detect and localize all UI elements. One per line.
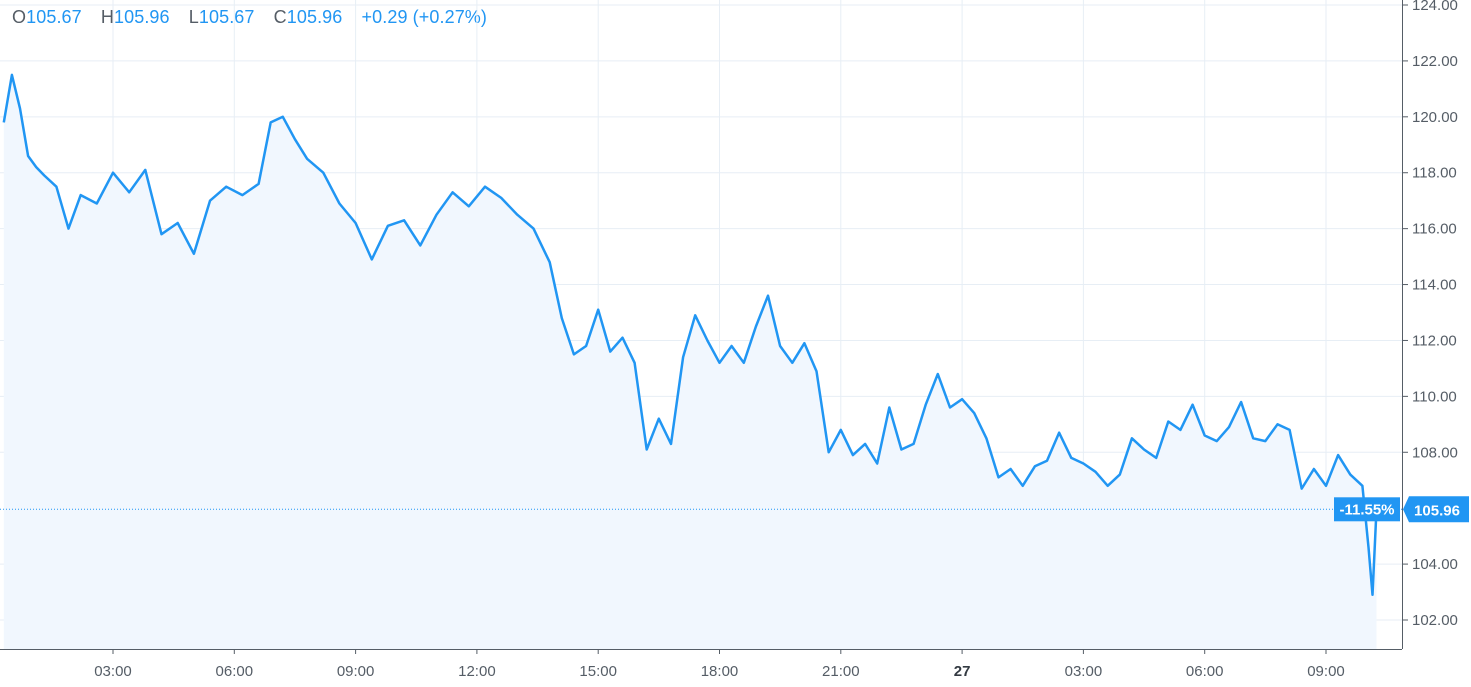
change-value: +0.29 (+0.27%): [361, 7, 487, 27]
ohlc-legend: O105.67 H105.96 L105.67 C105.96 +0.29 (+…: [12, 7, 501, 28]
time-tick-label: 09:00: [337, 663, 375, 680]
price-tick-label: 116.00: [1412, 221, 1457, 238]
price-tick-label: 124.00: [1412, 0, 1458, 14]
price-tick-label: 108.00: [1412, 444, 1458, 461]
price-tick-label: 104.00: [1412, 556, 1458, 573]
low-value: 105.67: [198, 7, 255, 27]
time-tick-label: 03:00: [1065, 663, 1103, 680]
price-area: [3, 74, 1377, 649]
price-tick-label: 118.00: [1412, 165, 1457, 182]
price-tick-label: 120.00: [1412, 109, 1458, 126]
low-key: L: [188, 7, 199, 27]
change-badge-label: -11.55%: [1339, 501, 1394, 518]
time-tick-label: 06:00: [1186, 663, 1224, 680]
price-axis[interactable]: 124.00 122.00 120.00 118.00 116.00 114.00 112.…: [1402, 0, 1458, 629]
price-tick-label: 114.00: [1412, 277, 1457, 294]
time-axis[interactable]: 03:00 06:00 09:00 12:00 15:00 18:00 21:00 27 03:…: [94, 649, 1345, 680]
change-badge: [1334, 497, 1400, 522]
price-badge: [1403, 496, 1469, 523]
price-line: [2, 73, 1378, 597]
high-key: H: [100, 7, 114, 27]
open-value: 105.67: [26, 7, 82, 27]
high-value: 105.96: [113, 7, 170, 27]
price-tick-label: 102.00: [1412, 612, 1458, 629]
time-tick-label: 15:00: [579, 663, 617, 680]
time-tick-label: 21:00: [822, 663, 860, 680]
time-tick-label: 12:00: [458, 663, 496, 680]
close-key: C: [273, 7, 287, 27]
last-price-badges: -11.55% 105.96: [1334, 496, 1469, 523]
price-badge-label: 105.96: [1414, 502, 1460, 519]
time-tick-label: 18:00: [701, 663, 739, 680]
open-key: O: [12, 7, 27, 27]
price-tick-label: 112.00: [1412, 332, 1457, 349]
time-tick-label: 03:00: [94, 663, 132, 680]
price-tick-label: 110.00: [1412, 388, 1457, 405]
time-tick-label: 09:00: [1307, 663, 1345, 680]
time-tick-label: 27: [954, 663, 971, 680]
price-tick-label: 122.00: [1412, 53, 1458, 70]
close-value: 105.96: [286, 7, 343, 27]
time-tick-label: 06:00: [216, 663, 254, 680]
